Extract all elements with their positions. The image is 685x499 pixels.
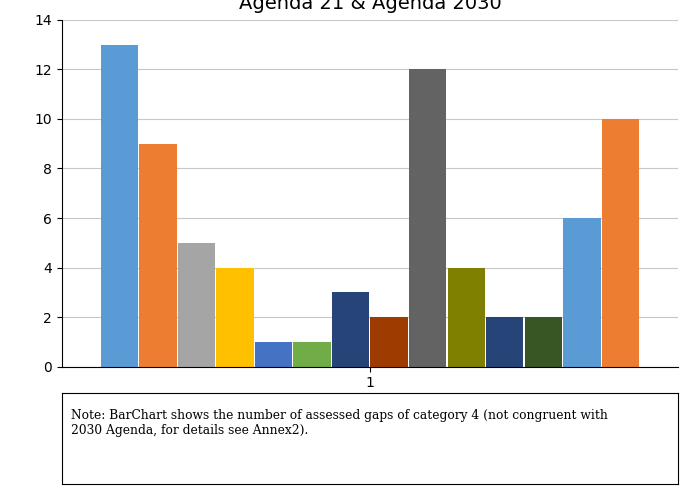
Bar xyxy=(371,317,408,367)
Legend: Consumption and production, Trade and Environment, Forests, Energy, Toxic Chemic: Consumption and production, Trade and En… xyxy=(684,16,685,219)
Bar xyxy=(139,144,177,367)
Bar xyxy=(601,119,639,367)
Bar xyxy=(216,267,253,367)
Bar xyxy=(255,342,292,367)
Bar xyxy=(447,267,485,367)
Bar xyxy=(525,317,562,367)
Bar xyxy=(409,69,447,367)
Bar xyxy=(101,45,138,367)
Bar xyxy=(293,342,331,367)
Title: Comparison between Further Implementation of
Agenda 21 & Agenda 2030: Comparison between Further Implementatio… xyxy=(135,0,605,13)
Bar xyxy=(563,218,601,367)
Text: Note: BarChart shows the number of assessed gaps of category 4 (not congruent wi: Note: BarChart shows the number of asses… xyxy=(71,409,608,437)
Bar xyxy=(332,292,369,367)
Bar xyxy=(486,317,523,367)
Bar xyxy=(178,243,215,367)
